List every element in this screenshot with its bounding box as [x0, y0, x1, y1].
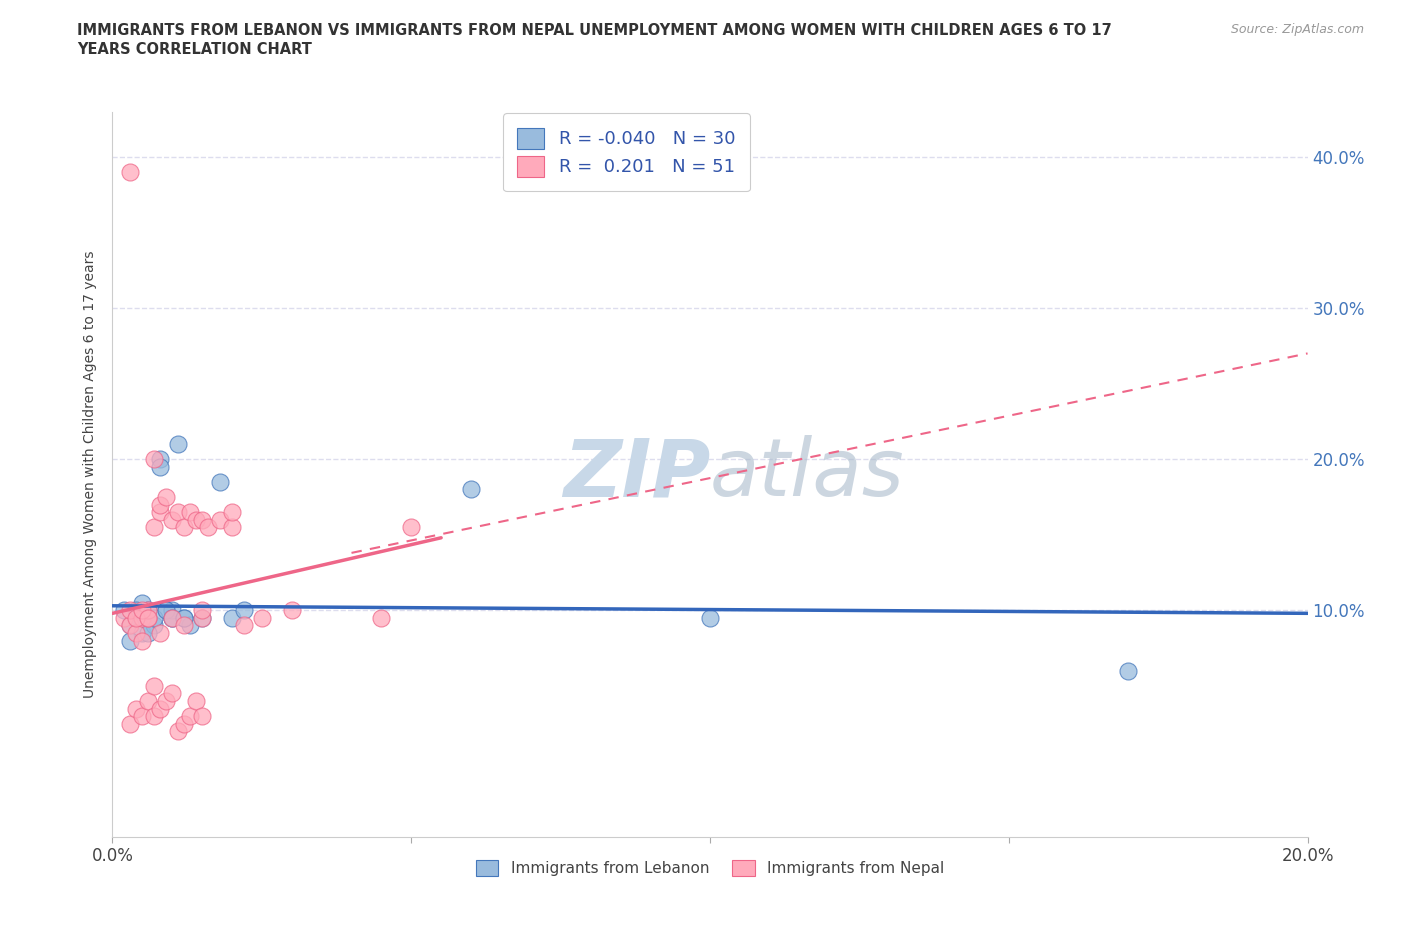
Text: IMMIGRANTS FROM LEBANON VS IMMIGRANTS FROM NEPAL UNEMPLOYMENT AMONG WOMEN WITH C: IMMIGRANTS FROM LEBANON VS IMMIGRANTS FR… — [77, 23, 1112, 38]
Point — [1118, 663, 1140, 678]
Point — [120, 633, 142, 648]
Point — [162, 610, 183, 625]
Point — [179, 505, 201, 520]
Point — [173, 610, 195, 625]
Point — [209, 512, 232, 527]
Point — [155, 603, 177, 618]
Point — [191, 610, 214, 625]
Point — [149, 452, 172, 467]
Point — [143, 618, 166, 633]
Point — [370, 610, 392, 625]
Point — [186, 694, 208, 709]
Point — [233, 603, 256, 618]
Point — [209, 474, 232, 489]
Text: atlas: atlas — [710, 435, 905, 513]
Point — [460, 482, 482, 497]
Point — [131, 633, 153, 648]
Point — [120, 165, 142, 179]
Point — [699, 610, 721, 625]
Point — [143, 452, 166, 467]
Point — [173, 610, 195, 625]
Point — [138, 610, 160, 625]
Point — [125, 701, 148, 716]
Point — [221, 520, 243, 535]
Point — [149, 459, 172, 474]
Point — [173, 618, 195, 633]
Point — [120, 603, 142, 618]
Point — [401, 520, 423, 535]
Point — [155, 694, 177, 709]
Text: YEARS CORRELATION CHART: YEARS CORRELATION CHART — [77, 42, 312, 57]
Point — [131, 709, 153, 724]
Point — [138, 603, 160, 618]
Point — [138, 610, 160, 625]
Point — [143, 520, 166, 535]
Point — [138, 603, 160, 618]
Point — [162, 686, 183, 701]
Point — [162, 610, 183, 625]
Point — [149, 497, 172, 512]
Point — [162, 603, 183, 618]
Text: ZIP: ZIP — [562, 435, 710, 513]
Point — [191, 610, 214, 625]
Point — [167, 437, 190, 452]
Point — [250, 610, 273, 625]
Point — [131, 595, 153, 610]
Point — [120, 618, 142, 633]
Point — [191, 603, 214, 618]
Point — [125, 610, 148, 625]
Point — [120, 716, 142, 731]
Point — [125, 610, 148, 625]
Point — [131, 610, 153, 625]
Point — [143, 709, 166, 724]
Point — [131, 626, 153, 641]
Point — [143, 679, 166, 694]
Point — [125, 626, 148, 641]
Point — [155, 489, 177, 504]
Point — [143, 610, 166, 625]
Point — [138, 694, 160, 709]
Point — [114, 603, 135, 618]
Point — [221, 505, 243, 520]
Point — [221, 610, 243, 625]
Point — [167, 724, 190, 738]
Point — [162, 610, 183, 625]
Point — [149, 505, 172, 520]
Point — [173, 716, 195, 731]
Point — [114, 610, 135, 625]
Point — [191, 512, 214, 527]
Y-axis label: Unemployment Among Women with Children Ages 6 to 17 years: Unemployment Among Women with Children A… — [83, 250, 97, 698]
Point — [120, 618, 142, 633]
Text: Source: ZipAtlas.com: Source: ZipAtlas.com — [1230, 23, 1364, 36]
Point — [138, 626, 160, 641]
Point — [149, 626, 172, 641]
Point — [281, 603, 304, 618]
Point — [179, 618, 201, 633]
Point — [179, 709, 201, 724]
Point — [125, 603, 148, 618]
Point — [167, 505, 190, 520]
Point — [131, 603, 153, 618]
Point — [173, 520, 195, 535]
Point — [233, 618, 256, 633]
Point — [191, 709, 214, 724]
Point — [138, 610, 160, 625]
Legend: Immigrants from Lebanon, Immigrants from Nepal: Immigrants from Lebanon, Immigrants from… — [468, 853, 952, 884]
Point — [149, 701, 172, 716]
Point — [186, 512, 208, 527]
Point — [155, 603, 177, 618]
Point — [162, 512, 183, 527]
Point — [197, 520, 219, 535]
